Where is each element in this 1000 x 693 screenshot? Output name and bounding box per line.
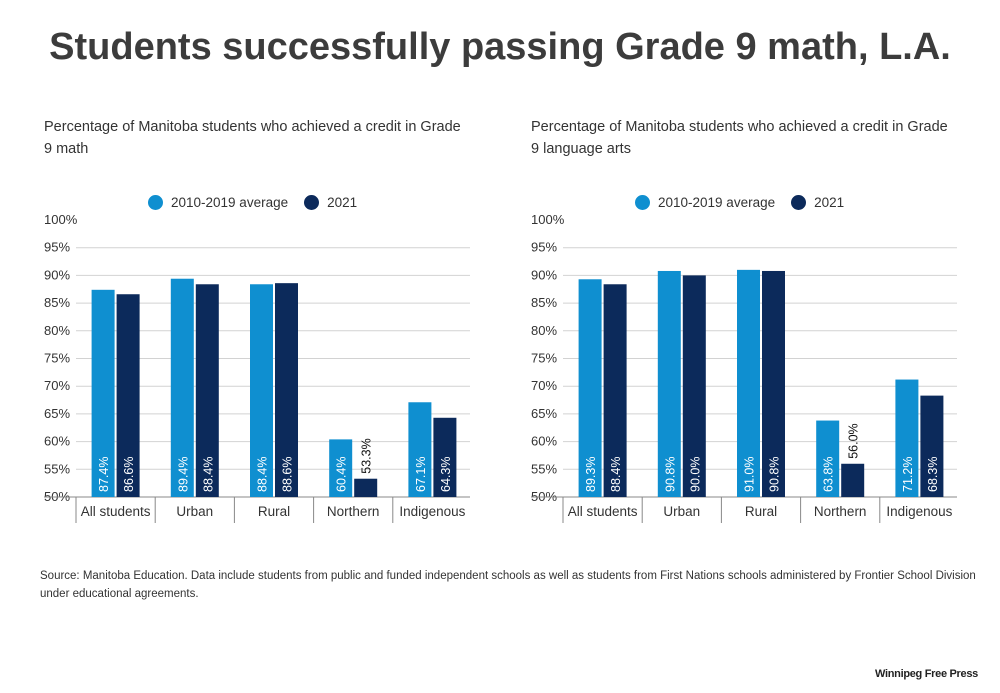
x-tick-label: All students xyxy=(81,504,151,519)
data-label: 64.3% xyxy=(439,457,453,492)
bar xyxy=(816,420,840,497)
bar xyxy=(603,284,627,497)
data-label: 88.4% xyxy=(609,457,623,492)
y-tick-label: 80% xyxy=(531,323,557,338)
x-tick-label: Northern xyxy=(814,504,867,519)
bar xyxy=(762,270,785,497)
data-label: 86.6% xyxy=(122,457,136,492)
y-tick-label: 60% xyxy=(531,434,557,449)
y-tick-label: 90% xyxy=(44,267,70,282)
bar xyxy=(895,379,919,497)
y-tick-label: 95% xyxy=(44,240,70,255)
bar xyxy=(657,270,681,497)
data-label: 91.0% xyxy=(743,457,757,492)
language-arts-chart-panel: Percentage of Manitoba students who achi… xyxy=(487,0,957,540)
y-tick-label: 100% xyxy=(44,212,78,227)
legend-label-average: 2010-2019 average xyxy=(658,194,776,210)
x-tick-label: Urban xyxy=(663,504,700,519)
legend-swatch-average xyxy=(148,194,163,210)
bar xyxy=(433,417,457,497)
y-tick-label: 85% xyxy=(44,295,70,310)
x-tick-label: Northern xyxy=(327,504,380,519)
bar xyxy=(578,279,602,497)
y-tick-label: 70% xyxy=(44,378,70,393)
bar xyxy=(737,269,760,497)
bar xyxy=(195,284,219,497)
bar xyxy=(170,278,194,497)
y-tick-label: 55% xyxy=(44,461,70,476)
y-tick-label: 80% xyxy=(44,323,70,338)
data-label: 67.1% xyxy=(414,457,428,492)
data-label: 90.8% xyxy=(663,457,677,492)
data-label: 87.4% xyxy=(97,457,111,492)
chart-subtitle: Percentage of Manitoba students who achi… xyxy=(531,119,948,157)
bar-chart-language-arts: 100%95%90%85%80%75%70%65%60%55%50%All st… xyxy=(531,212,957,523)
x-tick-label: Urban xyxy=(176,504,213,519)
y-tick-label: 90% xyxy=(531,267,557,282)
legend-label-2021: 2021 xyxy=(814,194,845,210)
y-tick-label: 100% xyxy=(531,212,565,227)
x-tick-label: Indigenous xyxy=(886,504,952,519)
y-tick-label: 70% xyxy=(531,378,557,393)
data-label: 68.3% xyxy=(926,457,940,492)
bar xyxy=(275,283,298,497)
bar xyxy=(329,439,353,497)
chart-subtitle: Percentage of Manitoba students who achi… xyxy=(44,119,461,157)
brand-logo: Winnipeg Free Press xyxy=(874,668,978,680)
y-tick-label: 85% xyxy=(531,295,557,310)
bar xyxy=(116,294,140,497)
legend: 2010-2019 average 2021 xyxy=(148,192,373,212)
data-label: 88.4% xyxy=(201,457,215,492)
bar xyxy=(920,395,944,497)
source-note: Source: Manitoba Education. Data include… xyxy=(40,570,976,600)
bar xyxy=(408,402,432,497)
legend-swatch-2021 xyxy=(791,194,807,210)
data-label: 60.4% xyxy=(335,457,349,492)
y-tick-label: 55% xyxy=(531,461,557,476)
data-label: 56.0% xyxy=(847,423,861,458)
bar xyxy=(841,463,865,497)
legend-label-2021: 2021 xyxy=(327,194,358,210)
y-tick-label: 65% xyxy=(531,406,557,421)
x-tick-label: Rural xyxy=(745,504,777,519)
x-tick-label: Indigenous xyxy=(399,504,465,519)
data-label: 88.6% xyxy=(281,457,295,492)
data-label: 71.2% xyxy=(901,457,915,492)
legend-swatch-2021 xyxy=(304,194,320,210)
bar xyxy=(682,275,706,497)
legend-item-average: 2010-2019 average xyxy=(635,194,776,210)
data-label: 53.3% xyxy=(360,438,374,473)
legend-item-2021: 2021 xyxy=(304,194,358,210)
bar xyxy=(91,289,115,497)
y-tick-label: 75% xyxy=(531,351,557,366)
y-tick-label: 95% xyxy=(531,240,557,255)
bar-chart-math: 100%95%90%85%80%75%70%65%60%55%50%All st… xyxy=(44,212,470,523)
y-tick-label: 65% xyxy=(44,406,70,421)
bar xyxy=(354,478,378,497)
data-label: 90.8% xyxy=(768,457,782,492)
legend-label-average: 2010-2019 average xyxy=(171,194,289,210)
legend-item-2021: 2021 xyxy=(791,194,845,210)
data-label: 89.4% xyxy=(176,457,190,492)
chart-title: Students successfully passing Grade 9 ma… xyxy=(49,26,951,68)
data-label: 90.0% xyxy=(688,457,702,492)
data-label: 88.4% xyxy=(256,457,270,492)
bar xyxy=(250,284,273,497)
math-chart-panel: Percentage of Manitoba students who achi… xyxy=(0,0,470,540)
y-tick-label: 75% xyxy=(44,351,70,366)
data-label: 89.3% xyxy=(584,457,598,492)
legend: 2010-2019 average 2021 xyxy=(635,192,860,212)
x-tick-label: All students xyxy=(568,504,638,519)
legend-item-average: 2010-2019 average xyxy=(148,194,289,210)
legend-swatch-average xyxy=(635,194,650,210)
data-label: 63.8% xyxy=(822,457,836,492)
y-tick-label: 60% xyxy=(44,434,70,449)
x-tick-label: Rural xyxy=(258,504,290,519)
